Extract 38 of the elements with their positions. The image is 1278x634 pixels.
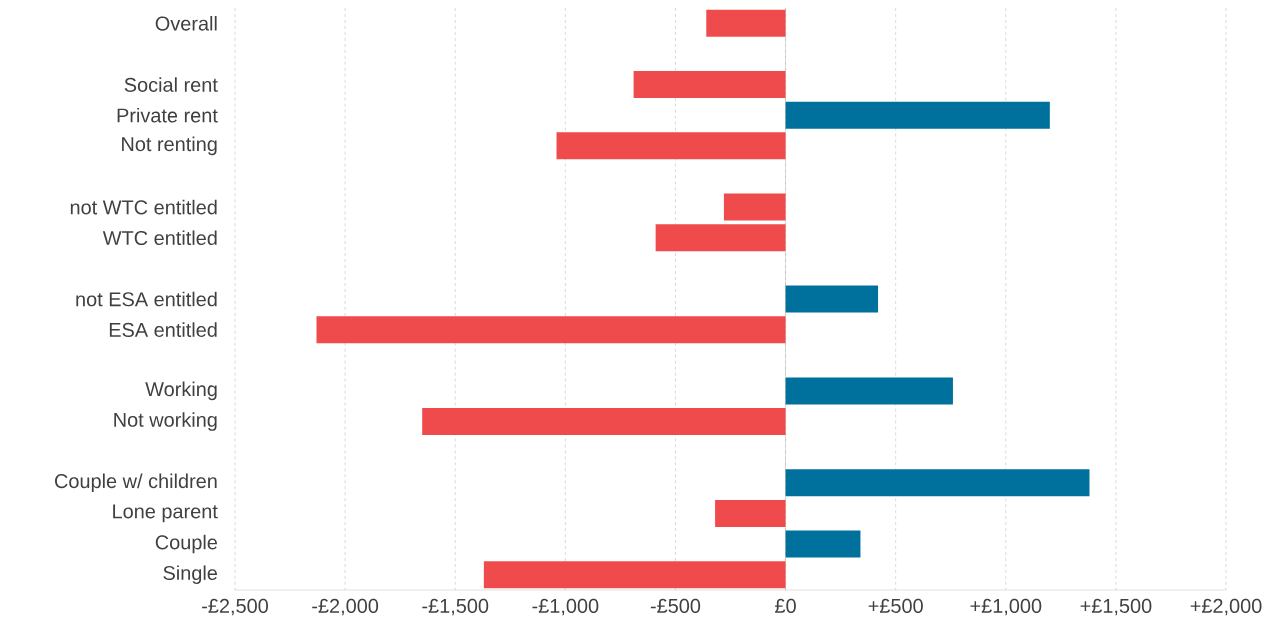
bar xyxy=(723,193,786,221)
y-tick-label: not ESA entitled xyxy=(76,291,217,307)
bar xyxy=(483,561,786,589)
y-tick-label: Single xyxy=(163,565,217,584)
y-tick-label: Lone parent xyxy=(113,504,218,523)
x-tick-label: £0 xyxy=(775,598,796,613)
y-tick-label: WTC entitled xyxy=(102,230,217,246)
y-tick-label: not WTC entitled xyxy=(70,199,217,215)
x-tick-label: -£1,000 xyxy=(532,598,599,616)
y-tick-label: ESA entitled xyxy=(109,322,217,337)
bar xyxy=(655,224,786,252)
y-tick-label: Social rent xyxy=(124,77,218,92)
x-tick-label: -£2,000 xyxy=(312,598,379,616)
y-tick-label: Working xyxy=(145,381,217,401)
y-tick-label: Overall xyxy=(155,16,217,31)
y-tick-label: Not working xyxy=(114,412,217,431)
x-tick-label: +£1,000 xyxy=(970,598,1042,616)
x-tick-label: +£500 xyxy=(868,598,923,613)
x-tick-label: +£1,500 xyxy=(1080,598,1152,616)
bar xyxy=(633,71,786,99)
y-tick-label: Couple w/ children xyxy=(55,473,217,493)
bar xyxy=(785,101,1050,129)
y-tick-label: Not renting xyxy=(122,136,217,156)
bar xyxy=(785,530,861,558)
bar xyxy=(715,499,786,527)
bar xyxy=(785,377,953,405)
bar xyxy=(785,285,879,313)
bar xyxy=(785,469,1090,497)
x-tick-label: -£2,500 xyxy=(202,598,268,616)
bar xyxy=(706,9,786,37)
y-tick-label: Private rent xyxy=(117,107,218,123)
x-tick-label: -£1,500 xyxy=(422,598,489,616)
x-tick-label: +£2,000 xyxy=(1190,598,1262,616)
bar xyxy=(556,132,786,160)
bar xyxy=(316,316,786,344)
y-tick-label: Couple xyxy=(155,534,217,554)
x-tick-label: -£500 xyxy=(650,598,701,613)
bar xyxy=(422,408,786,436)
